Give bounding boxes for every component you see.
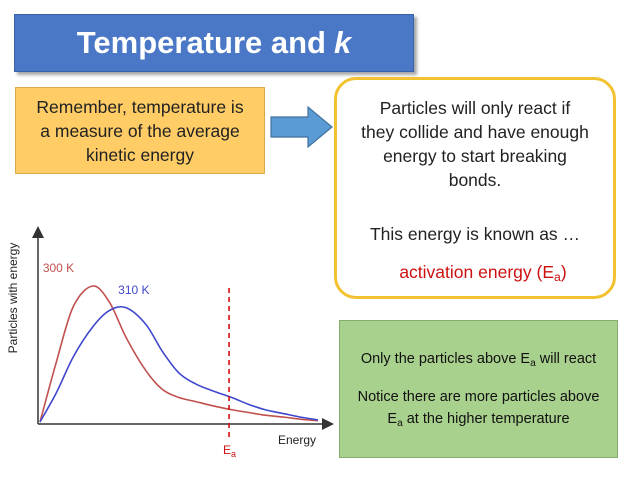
series-label-310-k: 310 K <box>118 283 149 297</box>
conclusion-line-2: Notice there are more particles above <box>357 389 600 405</box>
threshold-label: Ea <box>223 443 236 459</box>
x-axis-label: Energy <box>278 433 316 447</box>
curve-300-k <box>39 285 319 423</box>
remember-line-3: kinetic energy <box>86 144 194 165</box>
title-banner: Temperature and k <box>14 14 414 72</box>
curve-310-k <box>39 305 319 423</box>
particles-line-4: bonds. <box>448 170 502 190</box>
remember-line-1: Remember, temperature is <box>36 96 244 117</box>
particles-line-3: energy to start breaking <box>383 146 567 166</box>
known-as-text: This energy is known as … <box>369 224 581 244</box>
particles-callout: Particles will only react if they collid… <box>334 77 616 299</box>
conclusion-line-3: Ea at the higher temperature <box>387 411 570 429</box>
particles-line-1: Particles will only react if <box>379 98 571 118</box>
series-label-300-k: 300 K <box>43 261 74 275</box>
conclusion-line-1: Only the particles above Ea will react <box>360 351 597 369</box>
right-arrow-icon <box>270 105 333 149</box>
title-k: k <box>333 25 352 60</box>
conclusion-note: Only the particles above Ea will react N… <box>339 320 618 458</box>
remember-line-2: a measure of the average <box>40 120 240 141</box>
activation-energy-text: activation energy (Ea) <box>399 262 567 284</box>
remember-note: Remember, temperature is a measure of th… <box>15 87 265 174</box>
title-text: Temperature and <box>76 25 326 60</box>
particles-line-2: they collide and have enough <box>361 122 589 142</box>
